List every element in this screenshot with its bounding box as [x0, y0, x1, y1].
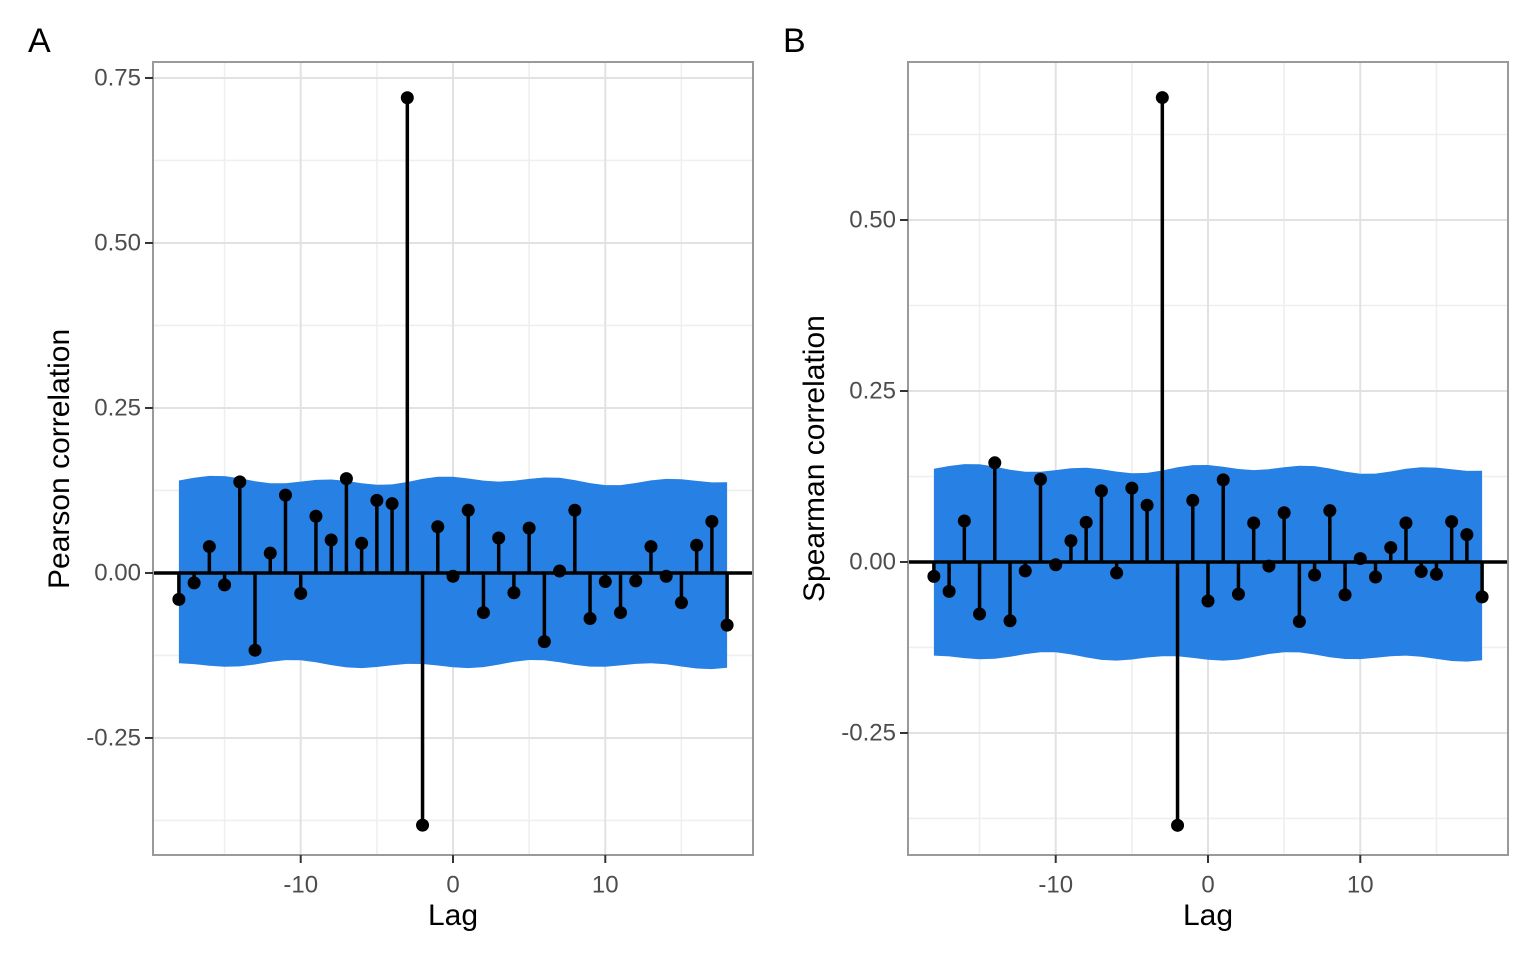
point-lag--12 [263, 546, 277, 560]
point-lag-4 [1262, 559, 1276, 573]
point-lag--17 [942, 584, 956, 598]
point-lag-3 [1247, 516, 1261, 530]
panel-b-x-axis-title: Lag [1182, 899, 1234, 932]
point-lag--13 [1003, 614, 1017, 628]
y-tick-label: -0.25 [86, 724, 141, 751]
point-lag--11 [278, 488, 292, 502]
point-lag-3 [492, 531, 506, 545]
x-tick-label: 10 [592, 872, 619, 899]
point-lag-14 [659, 569, 673, 583]
point-lag-8 [568, 503, 582, 517]
point-lag--11 [1033, 472, 1047, 486]
point-lag--15 [218, 578, 232, 592]
point-lag--3 [1155, 91, 1169, 105]
panel-b-plot: 0.50 0.25 0.00 -0.25 -10 0 10 [841, 61, 1509, 899]
point-lag-5 [1277, 506, 1291, 520]
point-lag-16 [1445, 515, 1459, 529]
panel-a-y-axis-title: Pearson correlation [43, 328, 76, 589]
panel-b-tag: B [783, 22, 806, 60]
point-lag-9 [1338, 588, 1352, 602]
point-lag-5 [522, 521, 536, 535]
point-lag--14 [988, 456, 1002, 470]
x-tick-label: 0 [446, 872, 459, 899]
point-lag-7 [553, 564, 567, 578]
panel-a-x-axis-title: Lag [427, 899, 479, 932]
point-lag--10 [1049, 558, 1063, 572]
point-lag--6 [1110, 566, 1124, 580]
x-tick-label: -10 [1038, 872, 1073, 899]
point-lag-15 [1429, 567, 1443, 581]
point-lag-13 [1399, 516, 1413, 530]
y-tick-label: 0.25 [94, 394, 141, 421]
y-tick-label: 0.50 [849, 206, 896, 233]
point-lag-7 [1308, 568, 1322, 582]
point-lag--2 [1171, 818, 1185, 832]
point-lag--15 [973, 607, 987, 621]
point-lag-16 [690, 538, 704, 552]
y-tick-label: 0.50 [94, 229, 141, 256]
point-lag--16 [957, 514, 971, 528]
point-lag--9 [1064, 534, 1078, 548]
point-lag--8 [1079, 515, 1093, 529]
point-lag-2 [1231, 587, 1245, 601]
point-lag-2 [476, 606, 490, 620]
point-lag-6 [537, 635, 551, 649]
point-lag-17 [705, 514, 719, 528]
point-lag--10 [294, 586, 308, 600]
point-lag--9 [309, 509, 323, 523]
point-lag-18 [1475, 590, 1489, 604]
y-tick-label: 0.75 [94, 64, 141, 91]
point-lag--16 [202, 540, 216, 554]
point-lag--7 [339, 472, 353, 486]
point-lag-0 [1201, 594, 1215, 608]
point-lag--4 [1140, 498, 1154, 512]
point-lag--1 [431, 520, 445, 534]
point-lag--13 [248, 643, 262, 657]
point-lag-11 [614, 606, 628, 620]
point-lag--3 [400, 91, 414, 105]
x-tick-label: 0 [1201, 872, 1214, 899]
point-lag--5 [1125, 481, 1139, 495]
point-lag--17 [187, 576, 201, 590]
point-lag-15 [674, 596, 688, 610]
point-lag-11 [1369, 570, 1383, 584]
point-lag--18 [927, 569, 941, 583]
point-lag-8 [1323, 504, 1337, 518]
y-tick-label: -0.25 [841, 719, 896, 746]
point-lag-14 [1414, 565, 1428, 579]
point-lag-10 [598, 575, 612, 589]
point-lag-9 [583, 612, 597, 626]
y-tick-label: 0.00 [94, 559, 141, 586]
point-lag--2 [416, 818, 430, 832]
point-lag-12 [629, 574, 643, 588]
y-tick-label: 0.25 [849, 377, 896, 404]
point-lag-18 [720, 618, 734, 632]
point-lag-13 [644, 540, 658, 554]
point-lag--8 [324, 533, 338, 547]
point-lag-1 [461, 503, 475, 517]
point-lag--5 [370, 493, 384, 507]
point-lag-0 [446, 569, 460, 583]
point-lag-10 [1353, 552, 1367, 566]
panel-b-y-axis-title: Spearman correlation [798, 315, 831, 602]
point-lag--6 [355, 536, 369, 550]
point-lag--14 [233, 475, 247, 489]
point-lag-6 [1292, 614, 1306, 628]
panel-a-plot: 0.75 0.50 0.25 0.00 -0.25 -10 0 10 [86, 61, 754, 899]
point-lag-4 [507, 586, 521, 600]
point-lag--4 [385, 497, 399, 511]
x-tick-label: -10 [283, 872, 318, 899]
point-lag-1 [1216, 473, 1230, 487]
point-lag-17 [1460, 528, 1474, 542]
point-lag--1 [1186, 493, 1200, 507]
point-lag--18 [172, 592, 186, 606]
point-lag-12 [1384, 541, 1398, 555]
point-lag--7 [1094, 484, 1108, 498]
panel-a-tag: A [28, 22, 51, 60]
x-tick-label: 10 [1347, 872, 1374, 899]
point-lag--12 [1018, 564, 1032, 578]
y-tick-label: 0.00 [849, 548, 896, 575]
